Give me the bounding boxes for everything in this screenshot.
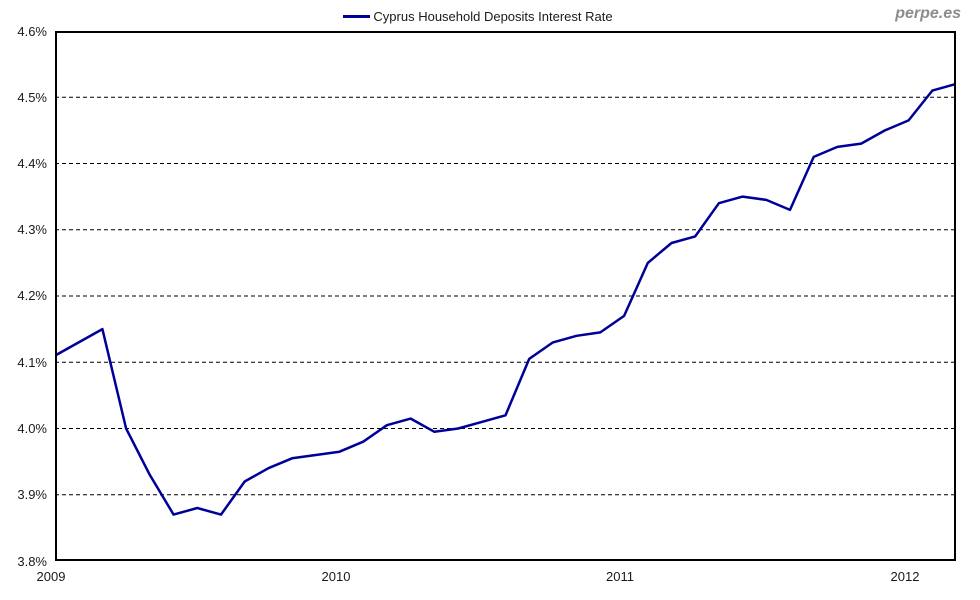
- plot-border: [55, 31, 956, 561]
- watermark: perpe.es: [895, 5, 961, 22]
- y-tick-label: 4.3%: [17, 222, 47, 237]
- series-line: [55, 82, 956, 516]
- y-tick-label: 3.9%: [17, 487, 47, 502]
- x-tick-label: 2010: [321, 569, 351, 584]
- x-tick-label: 2011: [606, 569, 634, 584]
- y-tick-label: 4.6%: [17, 24, 47, 39]
- chart-legend: Cyprus Household Deposits Interest Rate: [0, 7, 956, 25]
- legend-line-marker: [343, 14, 371, 18]
- y-tick-label: 3.8%: [17, 554, 47, 569]
- y-tick-label: 4.2%: [17, 288, 47, 303]
- y-tick-label: 4.0%: [17, 421, 47, 436]
- y-tick-label: 4.1%: [17, 355, 47, 370]
- x-tick-label: 2012: [890, 569, 920, 584]
- y-tick-label: 4.4%: [17, 156, 47, 171]
- x-tick-label: 2009: [36, 569, 66, 584]
- plot-area: [55, 31, 956, 561]
- y-tick-label: 4.5%: [17, 90, 47, 105]
- legend-label: Cyprus Household Deposits Interest Rate: [373, 8, 613, 24]
